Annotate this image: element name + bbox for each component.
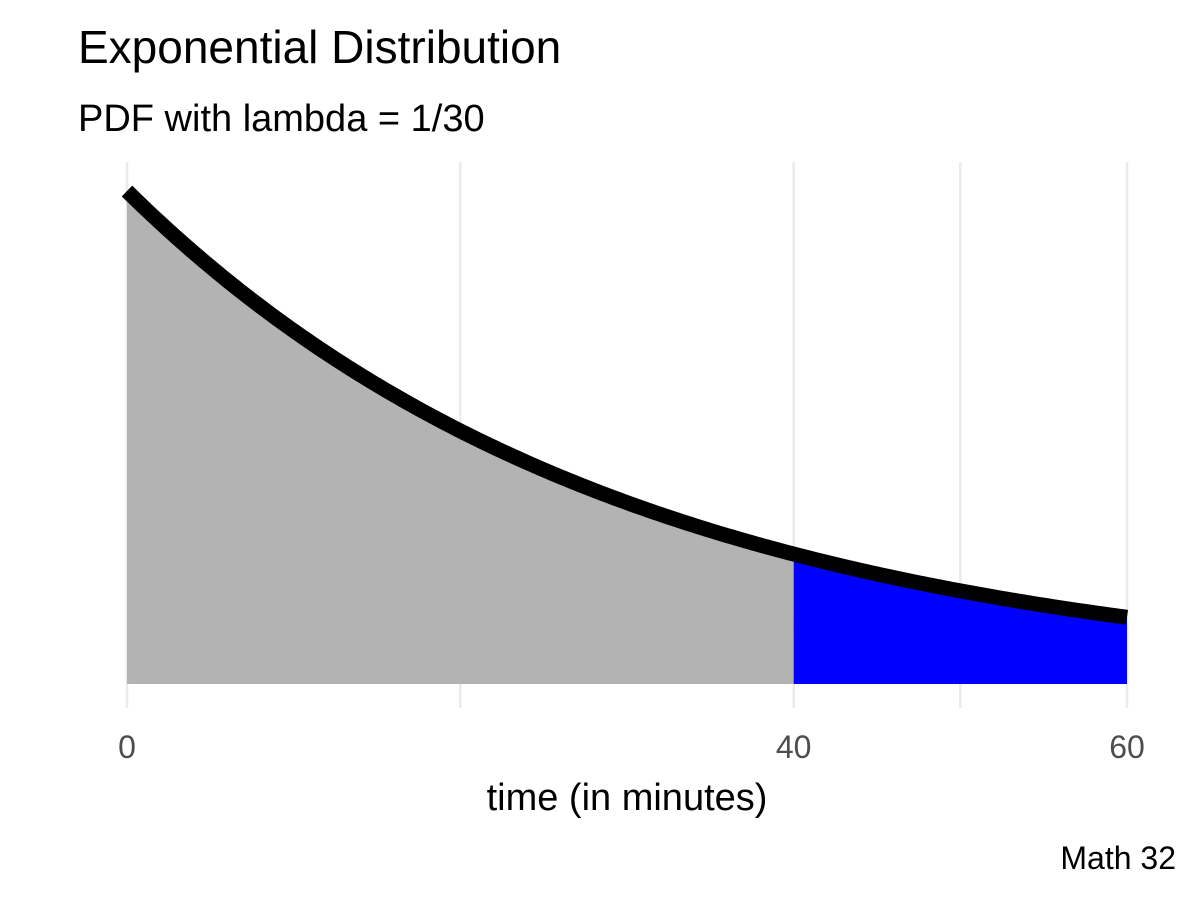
- chart-title: Exponential Distribution: [78, 21, 561, 73]
- x-tick-label-0: 0: [118, 729, 136, 765]
- pdf-curve: [121, 185, 1131, 625]
- x-axis-ticks: 0 40 60: [118, 729, 1145, 765]
- chart-caption: Math 32: [1060, 840, 1176, 876]
- chart-subtitle: PDF with lambda = 1/30: [78, 98, 485, 140]
- shaded-areas: [127, 191, 1127, 684]
- pdf-curve-layer: [121, 185, 1131, 625]
- shaded-region-1: [793, 554, 1127, 684]
- x-tick-label-60: 60: [1109, 729, 1145, 765]
- x-tick-label-40: 40: [776, 729, 812, 765]
- x-axis-label: time (in minutes): [487, 777, 768, 819]
